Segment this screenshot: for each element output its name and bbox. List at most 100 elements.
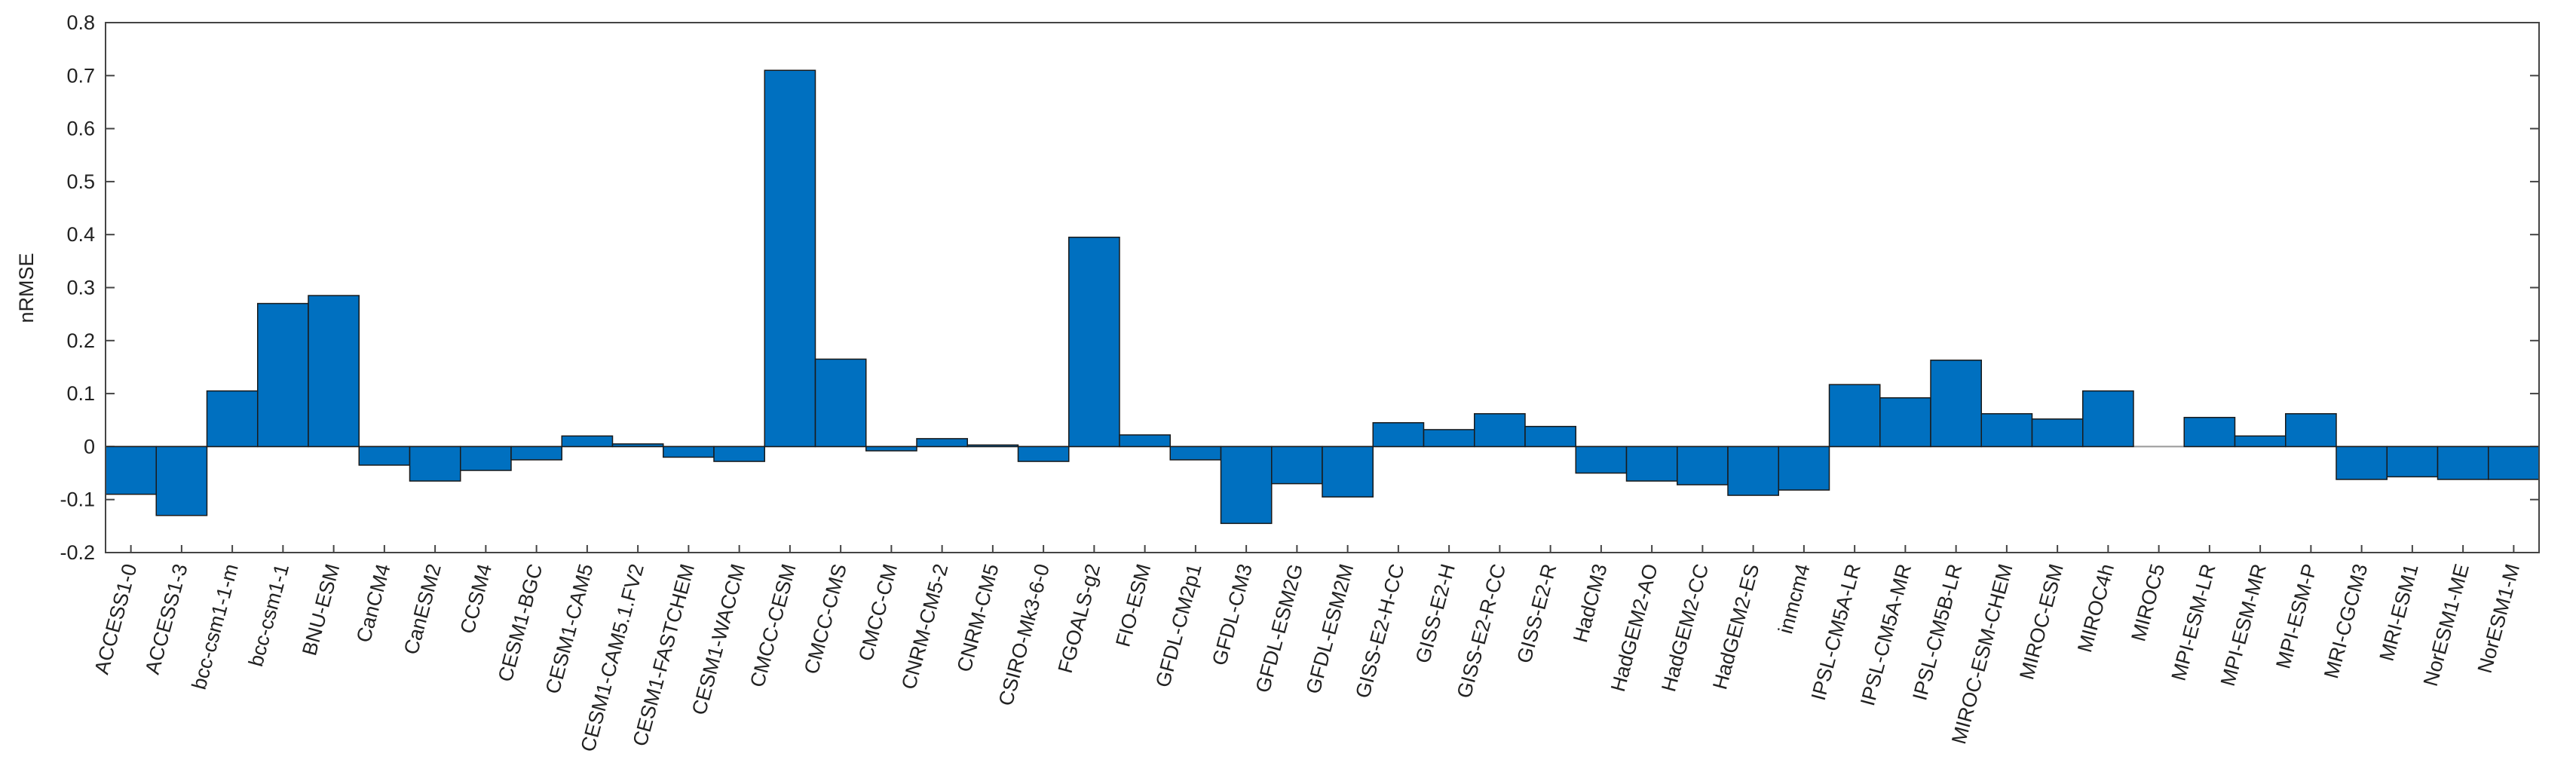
- y-axis-label: nRMSE: [15, 253, 38, 323]
- x-tick-label: GFDL-ESM2M: [1302, 562, 1358, 697]
- bar: [561, 435, 614, 448]
- y-tick-label: 0.2: [66, 329, 95, 352]
- y-tick-label: 0.5: [66, 170, 95, 193]
- bar: [206, 390, 259, 448]
- y-tick-label: 0.8: [66, 11, 95, 34]
- bar: [713, 446, 765, 462]
- x-tick-label: GISS-E2-R: [1512, 562, 1561, 666]
- x-tick-label: CanCM4: [352, 562, 395, 645]
- bar: [1169, 446, 1222, 461]
- x-tick-label: NorESM1-ME: [2419, 562, 2473, 689]
- x-tick-label: ACCESS1-0: [90, 562, 142, 677]
- bar: [1524, 425, 1576, 448]
- bar: [2031, 418, 2084, 448]
- bar: [2336, 446, 2388, 480]
- x-tick-label: HadCM3: [1569, 562, 1612, 645]
- bar: [155, 446, 208, 516]
- bar: [814, 358, 867, 448]
- x-tick-label: HadGEM2-CC: [1657, 562, 1713, 694]
- bar: [663, 446, 715, 458]
- x-tick-label: IPSL-CM5A-MR: [1856, 562, 1916, 709]
- x-tick-label: CCSM4: [456, 562, 496, 636]
- bar: [611, 443, 664, 448]
- x-tick-label: MRI-CGCM3: [2320, 562, 2372, 681]
- bar: [1625, 446, 1678, 482]
- bar: [2386, 446, 2439, 478]
- x-tick-label: BNU-ESM: [298, 562, 344, 658]
- bar: [460, 446, 512, 471]
- bar: [1879, 397, 1931, 448]
- plot-frame: [105, 22, 2540, 553]
- y-tick-label: -0.2: [60, 541, 95, 564]
- bar: [1220, 446, 1273, 525]
- bar: [409, 446, 461, 482]
- x-tick-label: bcc-csm1-1-m: [188, 562, 243, 692]
- bar: [966, 444, 1019, 448]
- x-tick-label: IPSL-CM5B-LR: [1908, 562, 1966, 703]
- x-tick-label: HadGEM2-ES: [1708, 562, 1763, 692]
- x-tick-label: CNRM-CM5: [953, 562, 1003, 675]
- bar: [358, 446, 411, 466]
- bar: [308, 295, 360, 448]
- y-tick-label: 0: [84, 435, 95, 458]
- y-tick-label: 0.4: [66, 223, 95, 246]
- bar: [1727, 446, 1779, 496]
- x-tick-label: GFDL-CM3: [1208, 562, 1257, 668]
- bar: [1677, 446, 1729, 485]
- bar: [2082, 390, 2134, 448]
- bar: [1017, 446, 1070, 462]
- bar: [1980, 413, 2033, 448]
- bar: [2437, 446, 2489, 480]
- bar: [1930, 360, 1982, 448]
- bar: [1322, 446, 1374, 498]
- x-tick-label: FGOALS-g2: [1054, 562, 1104, 675]
- x-tick-label: HadGEM2-AO: [1607, 562, 1662, 694]
- x-tick-label: MIROC-ESM: [2015, 562, 2068, 682]
- x-tick-label: bcc-csm1-1: [244, 562, 293, 669]
- x-tick-label: inmcm4: [1774, 562, 1814, 636]
- bar: [1575, 446, 1628, 474]
- bar: [916, 438, 968, 448]
- x-tick-label: MIROC4h: [2073, 562, 2118, 655]
- bar: [1474, 413, 1526, 448]
- bar: [2488, 446, 2540, 480]
- bar: [1372, 422, 1425, 448]
- x-tick-label: CanESM2: [400, 562, 446, 657]
- x-tick-label: FIO-ESM: [1111, 562, 1155, 649]
- x-tick-label: MPI-ESM-LR: [2167, 562, 2220, 683]
- x-tick-label: MIROC5: [2127, 562, 2169, 644]
- x-tick-label: CMCC-CMS: [800, 562, 851, 677]
- x-tick-label: GISS-E2-H-CC: [1351, 562, 1408, 701]
- bar: [2183, 416, 2236, 448]
- x-tick-label: CESM1-CAM5: [541, 562, 598, 697]
- bar: [1068, 236, 1120, 448]
- x-tick-label: CESM1-BGC: [494, 562, 547, 684]
- x-tick-label: MPI-ESM-P: [2271, 562, 2321, 671]
- x-tick-label: MPI-ESM-MR: [2216, 562, 2271, 689]
- x-tick-label: GISS-E2-H: [1411, 562, 1460, 666]
- y-tick-label: 0.3: [66, 277, 95, 299]
- bar: [1271, 446, 1323, 485]
- x-tick-label: IPSL-CM5A-LR: [1807, 562, 1865, 703]
- y-tick-label: -0.1: [60, 488, 95, 511]
- y-tick-label: 0.7: [66, 64, 95, 87]
- x-tick-label: CMCC-CESM: [746, 562, 800, 690]
- x-tick-label: CMCC-CM: [854, 562, 902, 663]
- bar: [1423, 429, 1475, 448]
- x-tick-label: GFDL-ESM2G: [1251, 562, 1307, 695]
- bar: [2234, 435, 2287, 448]
- bar: [510, 446, 562, 461]
- bar: [2285, 413, 2337, 448]
- x-tick-label: CESM1-WACCM: [688, 562, 749, 718]
- x-tick-label: ACCESS1-3: [141, 562, 192, 677]
- x-tick-label: CNRM-CM5-2: [897, 562, 952, 692]
- x-tick-label: NorESM1-M: [2473, 562, 2524, 675]
- bar: [257, 302, 309, 448]
- x-tick-label: MRI-ESM1: [2375, 562, 2423, 663]
- x-tick-label: CSIRO-Mk3-6-0: [994, 562, 1054, 709]
- y-tick-label: 0.6: [66, 118, 95, 140]
- bar: [1778, 446, 1830, 491]
- x-tick-label: GFDL-CM2p1: [1151, 562, 1205, 690]
